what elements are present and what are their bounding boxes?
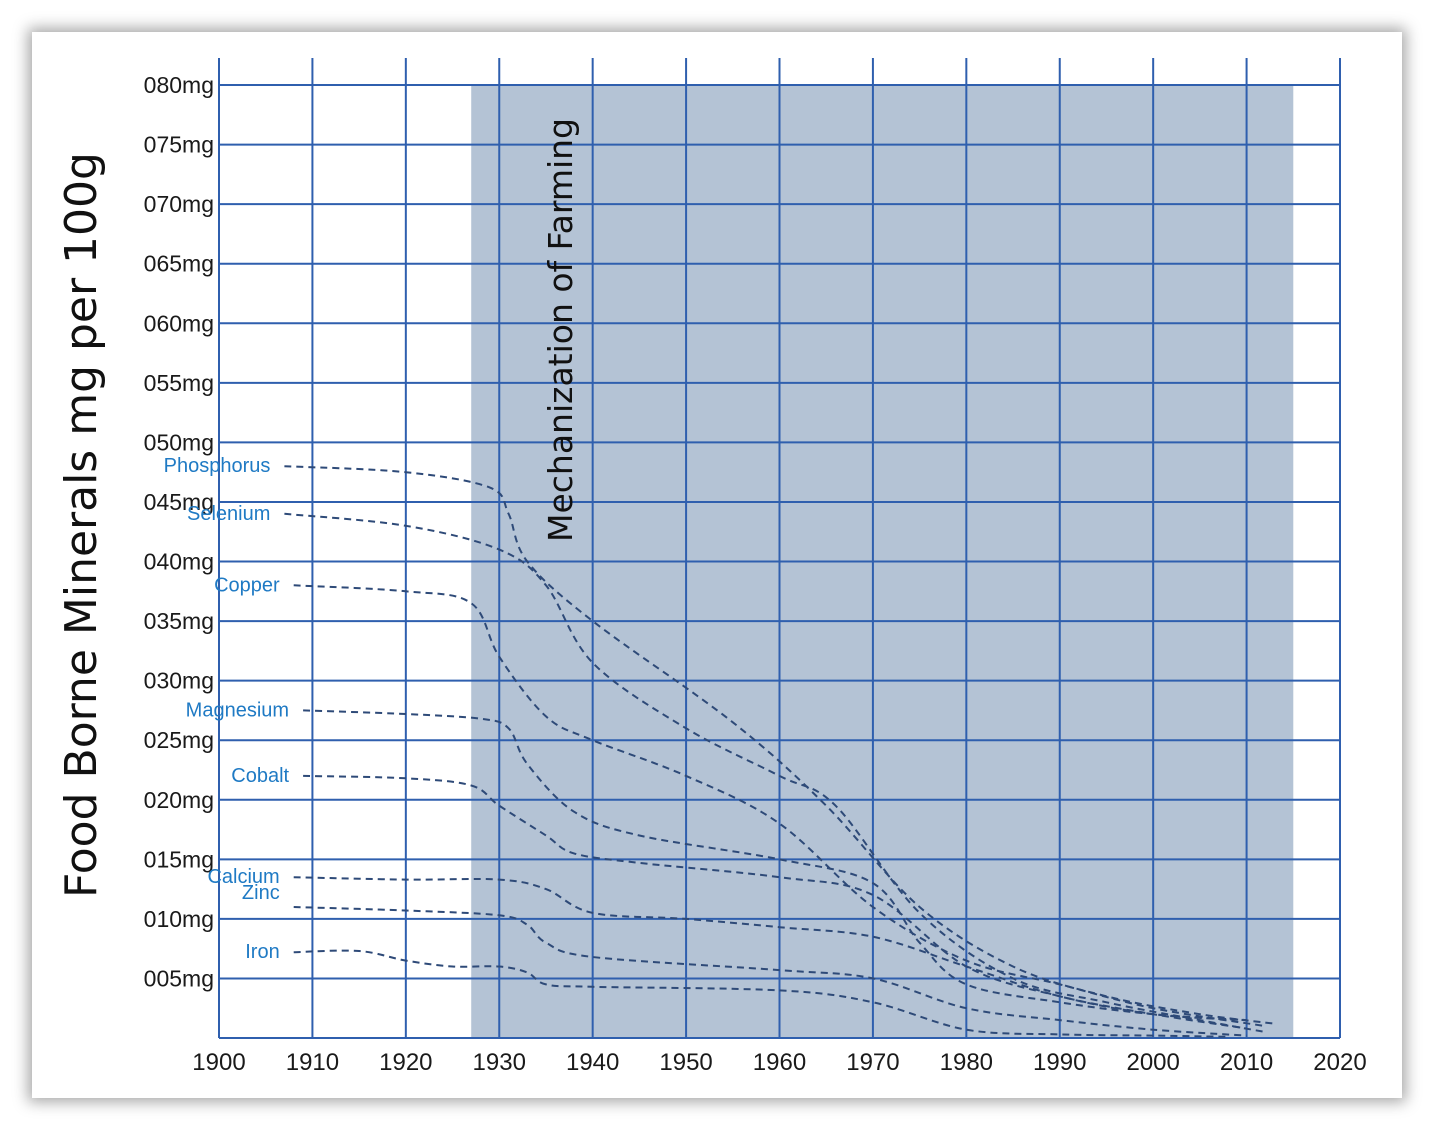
series-label-phosphorus: Phosphorus [164,455,271,477]
series-line-calcium [293,876,1247,1030]
x-tick-label: 2000 [1126,1049,1179,1076]
x-tick-label: 1920 [379,1049,432,1076]
x-tick-label: 1970 [846,1049,899,1076]
series-label-selenium: Selenium [187,503,270,525]
x-tick-label: 2020 [1313,1049,1366,1076]
series-line-magnesium [303,709,1247,1022]
y-tick-label: 080mg [144,72,214,98]
y-tick-label: 005mg [144,965,214,991]
x-tick-label: 1980 [940,1049,993,1076]
y-tick-label: 075mg [144,132,214,158]
y-tick-labels: 005mg 010mg 015mg 020mg 025mg 030mg 035mg 040mg… [144,72,214,991]
series-line-selenium [284,512,1266,1033]
series-line-phosphorus [284,465,1275,1025]
y-tick-label: 040mg [144,549,214,575]
y-tick-label: 015mg [144,846,214,872]
series-label-magnesium: Magnesium [186,699,289,721]
y-tick-label: 050mg [144,429,214,455]
series-line-iron [293,949,1228,1038]
y-tick-label: 045mg [144,489,214,515]
series-label-cobalt: Cobalt [231,765,289,787]
y-axis-label: Food Borne Minerals mg per 100g [56,152,107,898]
y-tick-label: 025mg [144,727,214,753]
x-tick-label: 1990 [1033,1049,1086,1076]
y-tick-label: 020mg [144,787,214,813]
x-tick-label: 1900 [192,1049,245,1076]
y-tick-label: 060mg [144,310,214,336]
series-label-iron: Iron [245,941,279,963]
series-label-copper: Copper [214,574,280,596]
y-tick-label: 030mg [144,668,214,694]
y-tick-label: 055mg [144,370,214,396]
x-tick-label: 1930 [473,1049,526,1076]
y-tick-label: 035mg [144,608,214,634]
x-tick-label: 1910 [286,1049,339,1076]
series-label-zinc: Zinc [242,882,280,904]
series-labels: Phosphorus Selenium Copper Magnesium Cobalt C… [164,455,290,963]
mechanization-annotation: Mechanization of Farming [541,118,580,542]
x-tick-labels: 1900 1910 1920 1930 1940 1950 1960 1970 1980 1990… [192,1049,1366,1076]
y-tick-label: 010mg [144,906,214,932]
x-tick-label: 2010 [1220,1049,1273,1076]
series-label-calcium: Calcium [207,866,279,888]
grid-layer [218,58,1341,1039]
series-lines [284,465,1275,1038]
series-line-cobalt [303,774,1247,1022]
x-tick-label: 1940 [566,1049,619,1076]
y-tick-label: 070mg [144,191,214,217]
y-tick-label: 065mg [144,251,214,277]
series-line-zinc [293,906,1247,1037]
x-tick-label: 1960 [753,1049,806,1076]
series-line-copper [293,584,1266,1028]
x-tick-label: 1950 [659,1049,712,1076]
